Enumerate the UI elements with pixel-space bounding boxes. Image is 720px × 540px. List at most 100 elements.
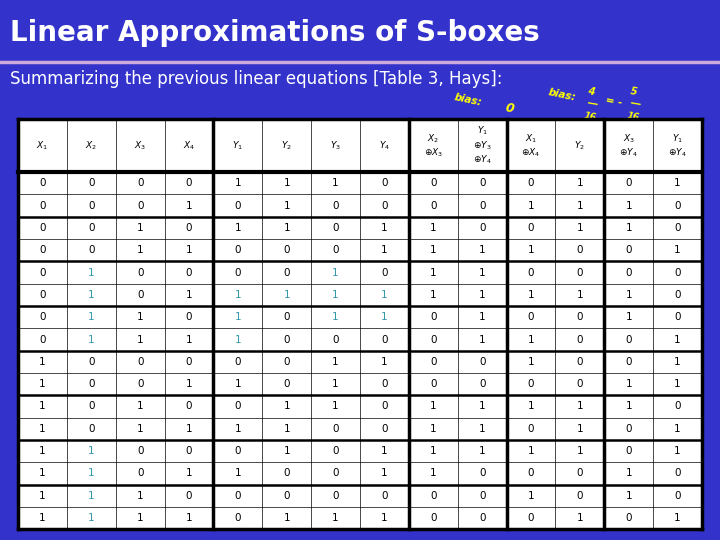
- Text: 0: 0: [137, 268, 143, 278]
- Text: 1: 1: [528, 290, 534, 300]
- Text: bias:: bias:: [547, 87, 577, 102]
- Text: 1: 1: [430, 424, 436, 434]
- Text: 0: 0: [626, 513, 632, 523]
- Text: 0: 0: [137, 290, 143, 300]
- Text: 0: 0: [284, 268, 290, 278]
- Text: 1: 1: [39, 379, 46, 389]
- Text: 0: 0: [39, 268, 45, 278]
- Text: 1: 1: [626, 468, 632, 478]
- Text: 0: 0: [186, 178, 192, 188]
- Text: 0: 0: [626, 424, 632, 434]
- Text: 0: 0: [430, 334, 436, 345]
- Text: $Y_2$: $Y_2$: [575, 139, 585, 152]
- Text: bias:: bias:: [454, 92, 483, 107]
- Text: 0: 0: [479, 491, 485, 501]
- Text: 0: 0: [479, 357, 485, 367]
- Text: 1: 1: [332, 178, 339, 188]
- Text: $X_1$
$\oplus X_4$: $X_1$ $\oplus X_4$: [521, 132, 541, 159]
- Text: 1: 1: [137, 513, 143, 523]
- Text: 1: 1: [284, 446, 290, 456]
- Text: 1: 1: [284, 223, 290, 233]
- Text: $X_1$: $X_1$: [37, 139, 48, 152]
- Text: 16: 16: [583, 111, 598, 122]
- Text: = -: = -: [605, 95, 623, 108]
- Text: 0: 0: [626, 268, 632, 278]
- Text: 1: 1: [186, 379, 192, 389]
- Text: 1: 1: [381, 312, 388, 322]
- Text: 1: 1: [88, 491, 94, 501]
- Text: 1: 1: [674, 245, 681, 255]
- Text: 0: 0: [235, 268, 241, 278]
- Text: 0: 0: [528, 223, 534, 233]
- Text: 1: 1: [235, 223, 241, 233]
- Text: 0: 0: [284, 468, 290, 478]
- Text: 0: 0: [88, 357, 94, 367]
- Text: 0: 0: [39, 290, 45, 300]
- Text: 0: 0: [333, 446, 339, 456]
- Text: 1: 1: [39, 357, 46, 367]
- Text: 1: 1: [674, 334, 681, 345]
- Text: 0: 0: [333, 201, 339, 211]
- Text: 0: 0: [39, 178, 45, 188]
- Text: 1: 1: [626, 401, 632, 411]
- Text: 1: 1: [626, 223, 632, 233]
- Text: 0: 0: [88, 201, 94, 211]
- Text: 0: 0: [381, 491, 387, 501]
- Text: 1: 1: [674, 379, 681, 389]
- Text: 1: 1: [381, 223, 388, 233]
- Text: 0: 0: [284, 245, 290, 255]
- Text: 1: 1: [626, 491, 632, 501]
- Text: 1: 1: [381, 468, 388, 478]
- Text: 0: 0: [137, 446, 143, 456]
- Text: 1: 1: [137, 223, 143, 233]
- Text: 1: 1: [528, 401, 534, 411]
- Text: 1: 1: [39, 446, 46, 456]
- Text: 0: 0: [186, 312, 192, 322]
- Text: 0: 0: [381, 268, 387, 278]
- Text: 1: 1: [39, 424, 46, 434]
- Text: 0: 0: [186, 223, 192, 233]
- Text: 0: 0: [577, 491, 583, 501]
- Text: 1: 1: [235, 334, 241, 345]
- Text: 1: 1: [674, 357, 681, 367]
- Text: 1: 1: [381, 357, 388, 367]
- Text: 1: 1: [430, 223, 436, 233]
- Text: 1: 1: [88, 290, 94, 300]
- Text: 0: 0: [235, 446, 241, 456]
- Text: 1: 1: [577, 223, 583, 233]
- Text: 0: 0: [137, 379, 143, 389]
- Text: 0: 0: [235, 491, 241, 501]
- Text: 1: 1: [186, 201, 192, 211]
- Text: 1: 1: [332, 401, 339, 411]
- Text: 0: 0: [88, 379, 94, 389]
- Text: 1: 1: [332, 379, 339, 389]
- Text: $X_2$: $X_2$: [85, 139, 97, 152]
- Text: 1: 1: [186, 424, 192, 434]
- Text: 0: 0: [577, 245, 583, 255]
- Text: 0: 0: [675, 201, 681, 211]
- Text: 0: 0: [333, 334, 339, 345]
- Text: 1: 1: [235, 290, 241, 300]
- Text: 0: 0: [528, 379, 534, 389]
- Text: $Y_1$: $Y_1$: [233, 139, 243, 152]
- Text: 0: 0: [577, 468, 583, 478]
- Text: $Y_1$
$\oplus Y_4$: $Y_1$ $\oplus Y_4$: [668, 132, 687, 159]
- Text: 1: 1: [479, 446, 485, 456]
- Text: 1: 1: [577, 401, 583, 411]
- Text: 1: 1: [430, 468, 436, 478]
- Text: 0: 0: [137, 468, 143, 478]
- Text: 1: 1: [381, 513, 388, 523]
- Text: 1: 1: [284, 178, 290, 188]
- Text: 0: 0: [235, 401, 241, 411]
- Text: 0: 0: [137, 178, 143, 188]
- Text: 0: 0: [333, 223, 339, 233]
- Text: Linear Approximations of S-boxes: Linear Approximations of S-boxes: [10, 19, 540, 47]
- Text: 1: 1: [137, 424, 143, 434]
- Text: 1: 1: [674, 446, 681, 456]
- Text: 0: 0: [137, 201, 143, 211]
- Text: 0: 0: [186, 268, 192, 278]
- Text: 1: 1: [284, 513, 290, 523]
- Text: 1: 1: [430, 268, 436, 278]
- Text: 1: 1: [137, 491, 143, 501]
- Text: 1: 1: [88, 468, 94, 478]
